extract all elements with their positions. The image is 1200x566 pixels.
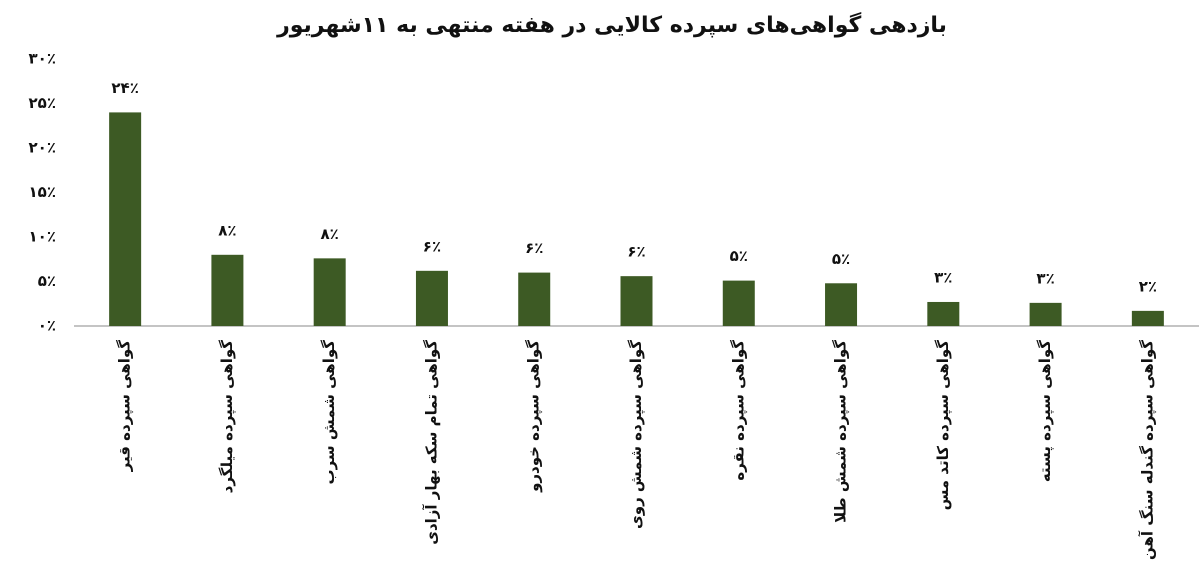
data-label: ۶٪ bbox=[525, 239, 543, 257]
y-tick-label: ۱۵٪ bbox=[29, 183, 56, 201]
y-tick-label: ۳۰٪ bbox=[29, 50, 56, 68]
x-tick-label: گواهی سپرده گندله سنگ آهن bbox=[1138, 340, 1157, 560]
bar bbox=[1131, 310, 1164, 326]
data-label: ۵٪ bbox=[832, 250, 850, 268]
y-tick-label: ۰٪ bbox=[38, 317, 56, 335]
x-tick-label: گواهی تمام سکه بهار آزادی bbox=[422, 340, 440, 545]
x-tick-label: گواهی سپرده میلگرد bbox=[218, 340, 237, 494]
bar bbox=[313, 258, 346, 326]
x-tick-label: گواهی سپرده کاتد مس bbox=[934, 340, 953, 511]
x-tick-label: گواهی سپرده قیر bbox=[116, 340, 135, 473]
bar bbox=[620, 276, 653, 326]
x-tick-label: گواهی سپرده نقره bbox=[729, 340, 748, 481]
y-tick-label: ۲۵٪ bbox=[29, 94, 56, 112]
data-label: ۲٪ bbox=[1139, 277, 1157, 295]
x-tick-label: گواهی سپرده خودرو bbox=[525, 340, 544, 493]
x-tick-label: گواهی سپرده پسته bbox=[1036, 340, 1055, 482]
data-label: ۶٪ bbox=[423, 237, 441, 255]
bar bbox=[825, 283, 858, 326]
bar bbox=[415, 270, 448, 326]
chart-title: بازدهی گواهی‌های سپرده کالایی در هفته من… bbox=[276, 11, 947, 38]
data-label: ۶٪ bbox=[627, 243, 645, 261]
bar bbox=[518, 272, 551, 326]
data-label: ۸٪ bbox=[218, 221, 236, 239]
x-tick-label: گواهی شمش سرب bbox=[320, 340, 338, 485]
y-tick-label: ۱۰٪ bbox=[29, 228, 56, 246]
data-label: ۵٪ bbox=[730, 247, 748, 265]
data-label: ۸٪ bbox=[321, 225, 339, 243]
x-tick-label: گواهی سپرده شمش طلا bbox=[832, 340, 851, 523]
bar bbox=[1029, 302, 1062, 326]
data-label: ۲۴٪ bbox=[111, 79, 138, 97]
bar bbox=[211, 254, 244, 326]
bar bbox=[722, 280, 755, 326]
x-tick-label: گواهی سپرده شمش روی bbox=[627, 340, 646, 529]
bar bbox=[927, 301, 960, 326]
y-tick-label: ۵٪ bbox=[38, 272, 56, 290]
y-tick-label: ۲۰٪ bbox=[29, 139, 56, 157]
bar bbox=[109, 112, 142, 327]
data-label: ۳٪ bbox=[934, 268, 952, 286]
data-label: ۳٪ bbox=[1036, 269, 1054, 287]
